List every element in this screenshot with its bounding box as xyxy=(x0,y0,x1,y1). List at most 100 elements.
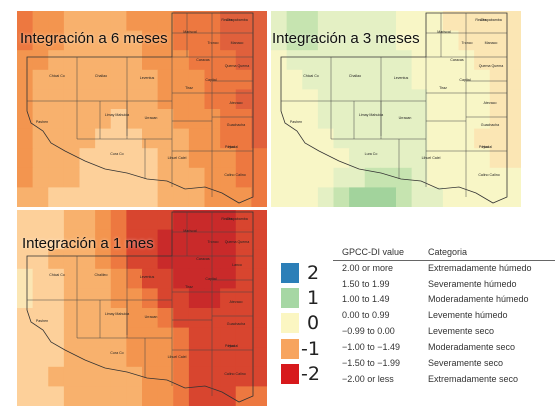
heat-cell xyxy=(110,288,127,309)
heat-cell xyxy=(333,50,350,71)
district-label: Chicai Co xyxy=(49,273,65,277)
heat-cell xyxy=(32,30,49,51)
legend-header-rule xyxy=(333,260,555,261)
heat-cell xyxy=(251,187,267,207)
heat-cell xyxy=(302,11,319,32)
district-label: Reales xyxy=(221,217,232,221)
heat-cell xyxy=(349,167,366,188)
heat-cell xyxy=(364,11,381,32)
district-label: Leventus xyxy=(140,76,155,80)
heat-cell xyxy=(411,50,428,71)
heat-cell xyxy=(17,249,34,270)
heat-cell xyxy=(474,148,491,169)
heat-cell xyxy=(220,210,237,231)
district-label: Cura Co xyxy=(110,351,123,355)
heat-cell xyxy=(17,89,34,110)
heat-cell xyxy=(411,187,428,207)
heat-cell xyxy=(220,148,237,169)
heat-cell xyxy=(442,187,459,207)
heat-cell xyxy=(364,187,381,207)
district-label: Tronco xyxy=(207,240,218,244)
heat-cell xyxy=(204,229,221,250)
heat-cell xyxy=(48,249,65,270)
heat-cell xyxy=(63,347,80,368)
heat-cell xyxy=(110,50,127,71)
heat-cell xyxy=(110,109,127,130)
heat-cell xyxy=(442,167,459,188)
legend-category: Severamente seco xyxy=(428,358,504,368)
heat-cell xyxy=(380,50,397,71)
heat-cell xyxy=(173,229,190,250)
heat-cell xyxy=(251,268,267,289)
heat-cell xyxy=(317,69,334,90)
heat-cell xyxy=(63,210,80,231)
heat-cell xyxy=(32,347,49,368)
heat-cell xyxy=(142,11,159,32)
legend-range: 1.00 to 1.49 xyxy=(342,294,390,304)
district-label: Tiraz xyxy=(185,86,193,90)
heat-cell xyxy=(142,89,159,110)
heat-cell xyxy=(188,11,205,32)
heat-cell xyxy=(286,69,303,90)
heat-cell xyxy=(188,109,205,130)
heat-cell xyxy=(17,268,34,289)
heat-cell xyxy=(173,210,190,231)
district-label: Leventus xyxy=(140,275,155,279)
heat-cell xyxy=(173,347,190,368)
district-label: Capital xyxy=(205,78,216,82)
heat-cell xyxy=(317,50,334,71)
heat-cell xyxy=(427,148,444,169)
district-label: Tiraz xyxy=(185,285,193,289)
heat-cell xyxy=(157,366,174,387)
legend-category: Moderadamente húmedo xyxy=(428,294,529,304)
heat-cell xyxy=(63,50,80,71)
heat-cell xyxy=(126,30,143,51)
heat-cell xyxy=(48,366,65,387)
heat-cell xyxy=(333,187,350,207)
heat-cell xyxy=(32,148,49,169)
district-label: Pashen xyxy=(36,319,48,323)
heat-cell xyxy=(173,288,190,309)
heat-cell xyxy=(442,89,459,110)
heat-cell xyxy=(95,268,112,289)
heat-cell xyxy=(157,347,174,368)
heat-cell xyxy=(188,347,205,368)
heat-cell xyxy=(48,109,65,130)
heat-cell xyxy=(17,128,34,149)
heat-cell xyxy=(32,109,49,130)
district-label: Poyco xyxy=(225,344,235,348)
heat-cell xyxy=(489,69,506,90)
legend-category: Levemente húmedo xyxy=(428,310,508,320)
heat-cell xyxy=(220,347,237,368)
legend-range: 1.50 to 1.99 xyxy=(342,279,390,289)
heat-cell xyxy=(63,229,80,250)
heat-cell xyxy=(188,89,205,110)
map-panel-6-meses: Chicai Co Challao Leventus Tiraz Capital Mari… xyxy=(17,11,267,207)
heat-cell xyxy=(333,89,350,110)
heat-cell xyxy=(204,167,221,188)
heat-cell xyxy=(235,148,252,169)
heat-cell xyxy=(235,30,252,51)
heat-cell xyxy=(427,109,444,130)
heat-cell xyxy=(489,50,506,71)
heat-cell xyxy=(251,327,267,348)
heat-cell xyxy=(173,128,190,149)
scale-label-2: 2 xyxy=(307,262,320,284)
heat-cell xyxy=(411,109,428,130)
heat-cell xyxy=(204,327,221,348)
heat-cell xyxy=(364,69,381,90)
heat-cell xyxy=(474,69,491,90)
heat-cell xyxy=(411,69,428,90)
heat-cell xyxy=(396,89,413,110)
heat-cell xyxy=(126,89,143,110)
heat-cell xyxy=(333,30,350,51)
heat-cell xyxy=(142,187,159,207)
heat-cell xyxy=(317,109,334,130)
heat-cell xyxy=(95,327,112,348)
heat-cell xyxy=(157,210,174,231)
heat-cell xyxy=(349,128,366,149)
heat-cell xyxy=(17,327,34,348)
heat-cell xyxy=(427,89,444,110)
heat-cell xyxy=(188,148,205,169)
district-label: Pashen xyxy=(290,120,302,124)
